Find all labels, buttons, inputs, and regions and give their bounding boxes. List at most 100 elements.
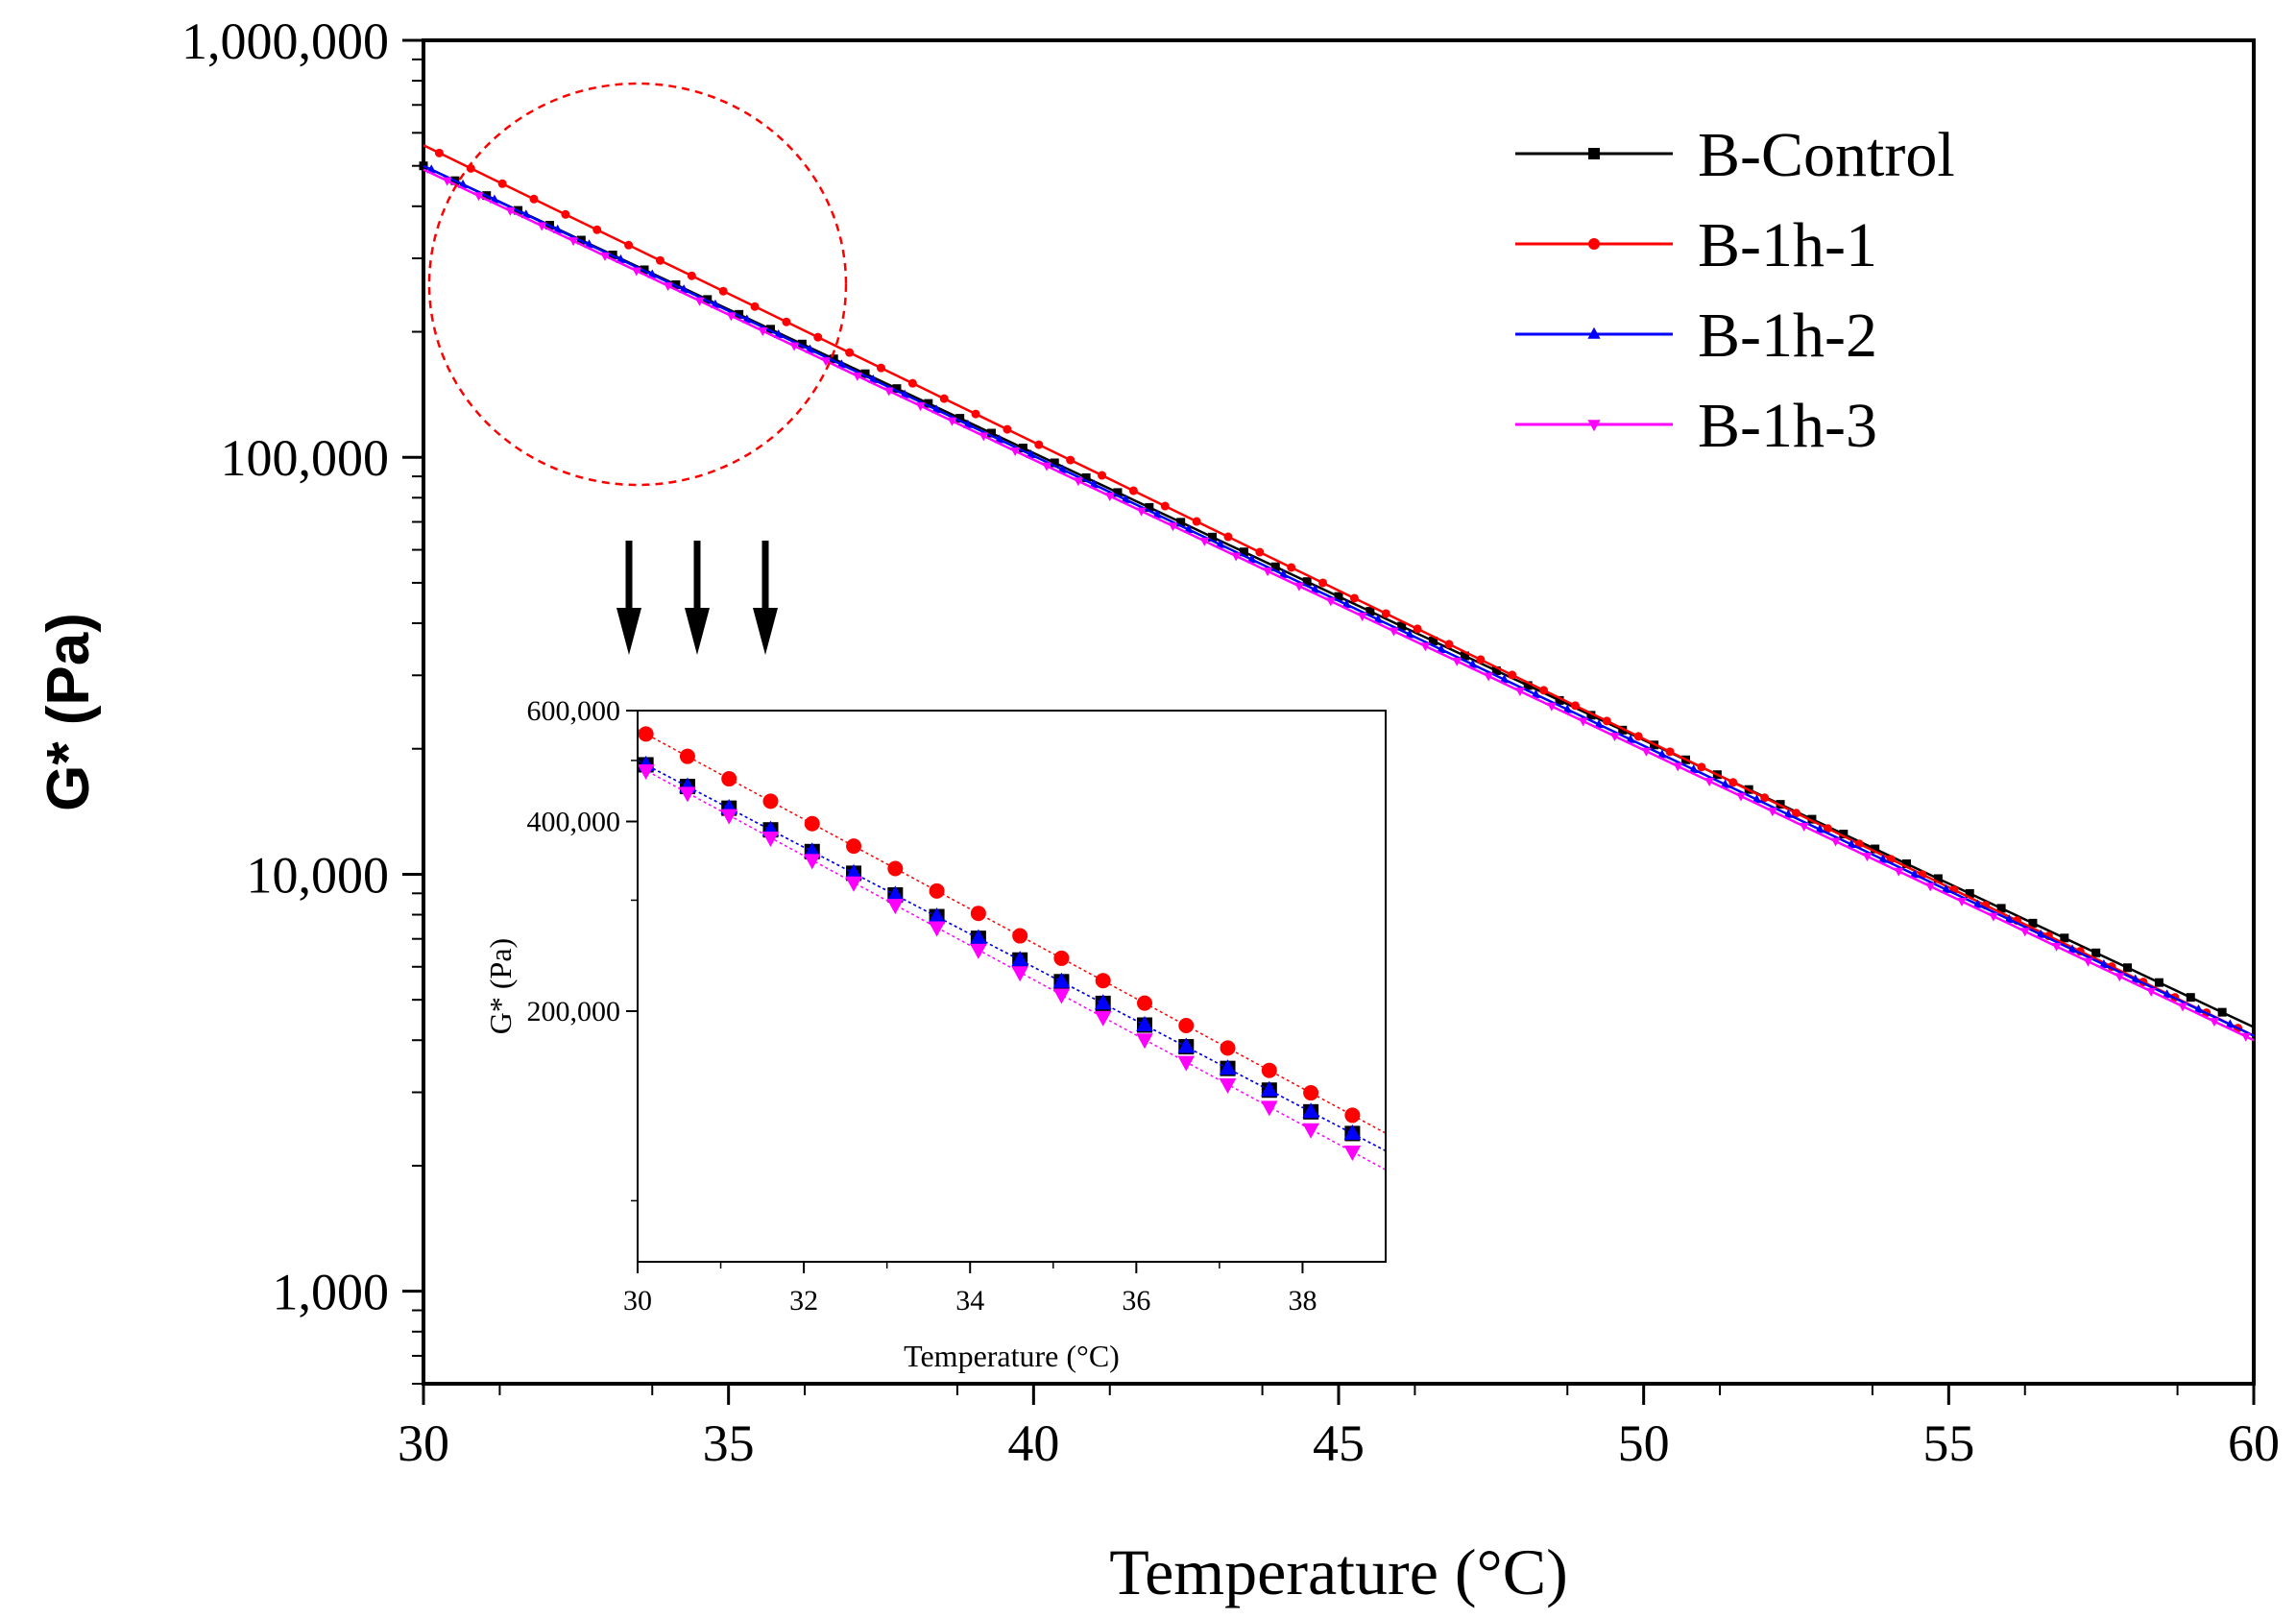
data-point — [797, 339, 807, 349]
data-point — [2193, 1003, 2204, 1013]
inset-y-tick-label: 600,000 — [527, 695, 621, 727]
data-point — [1278, 568, 1289, 578]
data-point — [1665, 747, 1675, 757]
data-point — [939, 394, 949, 403]
data-point — [529, 194, 539, 204]
data-point — [962, 419, 973, 428]
data-point — [868, 374, 879, 383]
data-point — [1988, 912, 1998, 922]
data-point — [805, 344, 815, 353]
inset-data-point — [1094, 1010, 1112, 1027]
inset-data-point — [761, 832, 780, 848]
inset-data-point — [803, 854, 821, 870]
inset-data-point — [970, 906, 986, 922]
data-point — [1965, 888, 1974, 898]
data-point — [750, 302, 760, 311]
data-point — [1807, 814, 1817, 824]
inset-series-b-1h-2 — [637, 755, 1387, 1152]
data-point — [1815, 824, 1825, 834]
data-point — [1570, 701, 1580, 711]
data-point — [1877, 854, 1888, 863]
data-point — [703, 295, 713, 304]
data-point — [994, 434, 1004, 444]
data-point — [782, 317, 791, 326]
data-point — [442, 177, 452, 186]
legend-label: B-1h-2 — [1698, 301, 1877, 371]
data-point — [947, 417, 957, 426]
data-point — [1404, 629, 1414, 639]
data-point — [1688, 763, 1699, 773]
data-point — [1168, 522, 1178, 532]
data-point — [1641, 747, 1652, 757]
inset-frame — [637, 710, 1387, 1263]
inset-data-point — [1302, 1102, 1319, 1119]
data-point — [497, 179, 507, 188]
data-point — [2130, 974, 2140, 983]
inset-data-point — [1219, 1059, 1237, 1075]
data-point — [1871, 844, 1880, 854]
data-point — [821, 357, 831, 367]
x-tick-label: 50 — [1618, 1414, 1670, 1472]
x-tick-label: 45 — [1313, 1414, 1365, 1472]
data-point — [883, 387, 894, 397]
data-point — [1066, 455, 1075, 465]
data-point — [592, 225, 602, 234]
inset-data-point — [1052, 972, 1071, 988]
data-point — [1523, 681, 1533, 690]
inset-data-point — [1011, 951, 1028, 967]
data-point — [726, 312, 737, 322]
data-point — [1042, 462, 1051, 471]
inset-y-axis-title: G* (Pa) — [483, 938, 518, 1034]
inset-fit-line — [637, 760, 1387, 1152]
data-point — [1057, 464, 1068, 473]
data-point — [1704, 777, 1715, 786]
main-ticks: 30 35 40 45 50 55 60 1,000 10,000 100,000 1,000,00… — [181, 12, 2280, 1472]
inset-data-point — [928, 906, 946, 923]
data-point — [1325, 597, 1336, 607]
data-point — [924, 399, 933, 408]
data-point — [1176, 518, 1186, 527]
data-point — [687, 271, 696, 280]
data-point — [600, 252, 610, 261]
data-point — [624, 240, 634, 250]
data-point — [1136, 507, 1147, 517]
data-point — [1366, 607, 1375, 616]
data-point — [1736, 792, 1746, 802]
data-point — [1656, 749, 1667, 759]
data-point — [1618, 725, 1628, 735]
y-tick-label: 1,000,000 — [181, 12, 389, 70]
data-point — [1767, 808, 1777, 817]
inset-data-point — [1053, 950, 1070, 966]
inset-data-point — [886, 899, 905, 915]
data-point — [1397, 621, 1407, 631]
data-point — [860, 369, 870, 378]
data-point — [1420, 642, 1431, 652]
data-point — [987, 428, 997, 438]
inset-data-point — [845, 876, 862, 892]
data-point — [537, 222, 547, 231]
inset-data-point — [846, 838, 862, 855]
data-point — [679, 284, 689, 294]
data-point — [1491, 665, 1501, 675]
inset-data-point — [1177, 1037, 1196, 1053]
inset-ticks: 30 32 34 36 38 200,000 400,000 600,000 — [527, 695, 1317, 1317]
data-point — [2083, 957, 2093, 967]
inset-series-b-1h-3 — [637, 763, 1387, 1171]
data-point — [1586, 711, 1596, 720]
data-point — [758, 326, 768, 336]
data-point — [1444, 640, 1454, 649]
x-tick-label: 60 — [2228, 1414, 2280, 1472]
data-point — [694, 297, 705, 306]
inset-data-point — [1220, 1040, 1236, 1056]
data-point — [1081, 472, 1091, 482]
data-point — [1263, 568, 1273, 577]
data-point — [1823, 824, 1832, 834]
data-point — [1894, 867, 1904, 877]
data-point — [1839, 830, 1849, 839]
data-point — [655, 255, 665, 265]
y-axis-title: G* (Pa) — [36, 613, 102, 811]
data-point — [931, 404, 941, 414]
legend-entry: B-Control — [1515, 120, 1955, 190]
data-point — [1562, 704, 1573, 713]
data-point — [789, 342, 800, 351]
